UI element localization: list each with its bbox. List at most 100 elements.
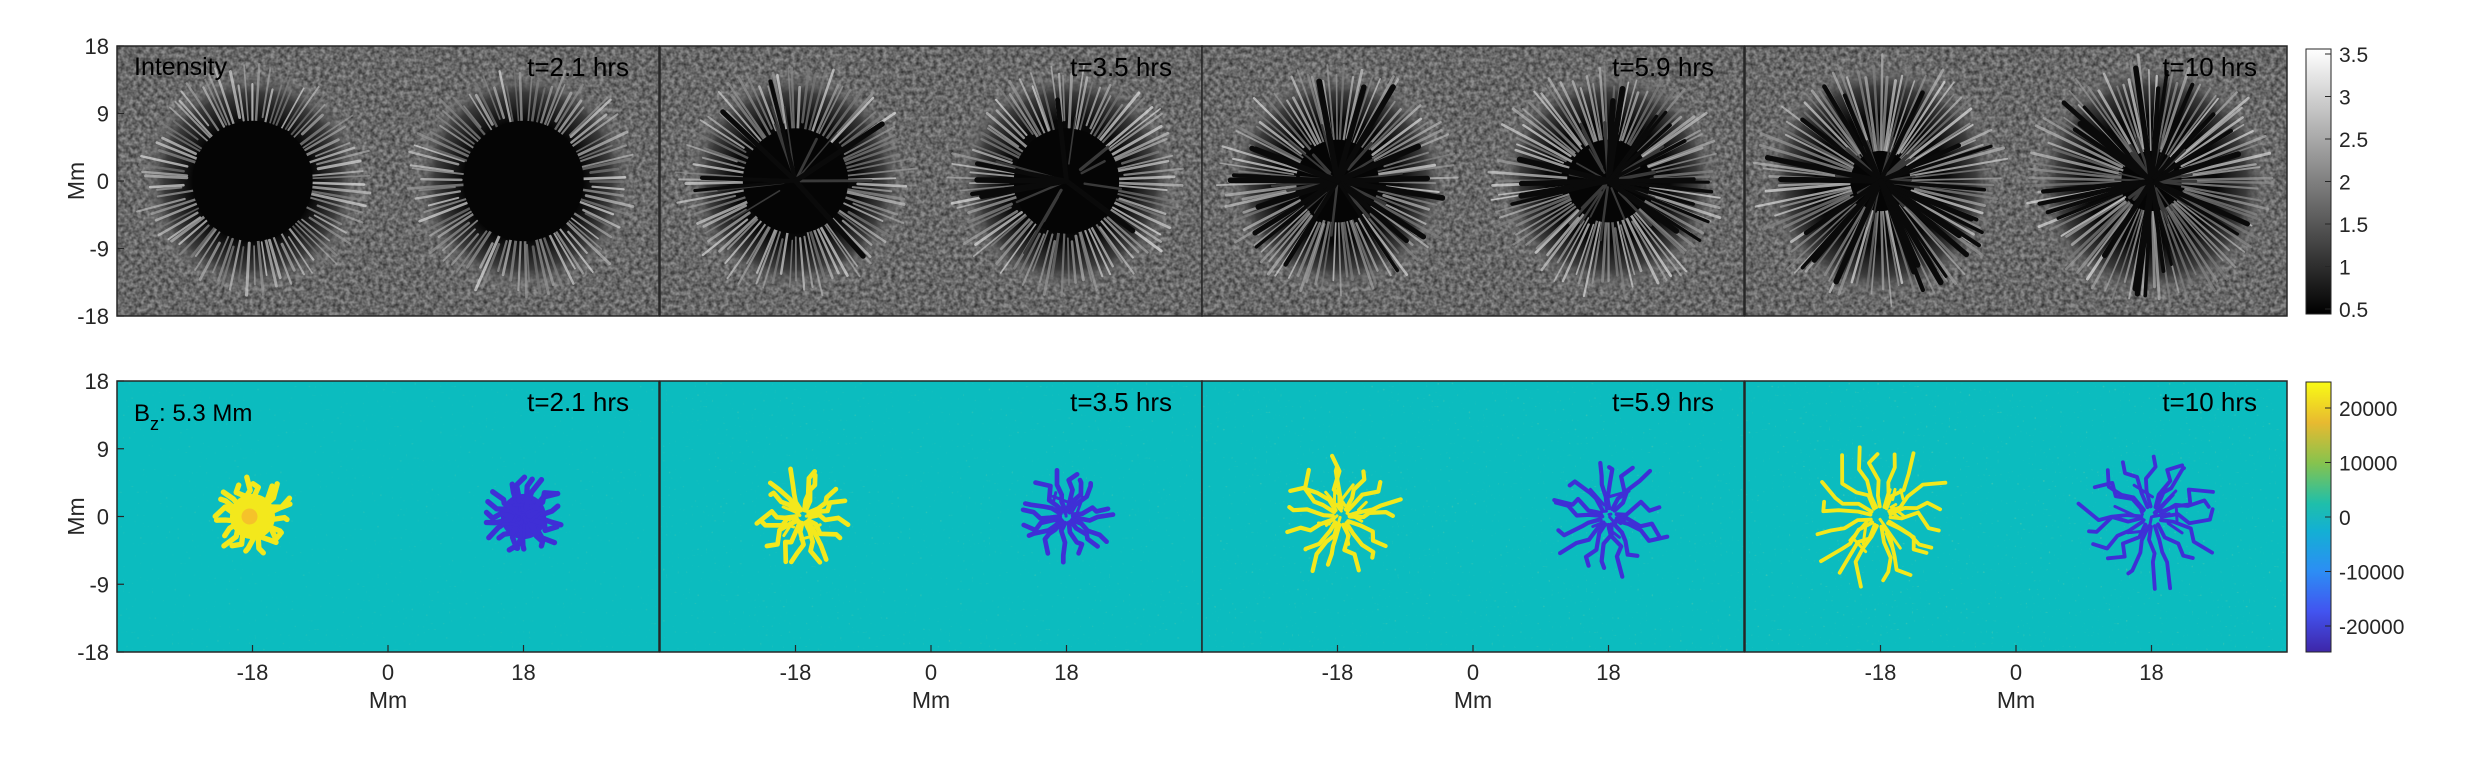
flux-link <box>257 506 267 512</box>
flux-link <box>1851 536 1868 554</box>
flux-branch <box>2159 498 2211 516</box>
x-tick-label: 18 <box>2139 660 2163 685</box>
flux-branch <box>1344 521 1376 560</box>
flux-branch <box>2156 522 2195 560</box>
intensity-colorbar-tick-label: 0.5 <box>2339 299 2368 322</box>
flux-branch <box>1614 516 1662 539</box>
bz-noise <box>117 381 659 652</box>
intensity-colorbar-tick-label: 3 <box>2339 87 2351 110</box>
flux-branch <box>1033 480 1065 514</box>
x-tick-label: -18 <box>237 660 269 685</box>
y-tick-label: -9 <box>89 572 109 597</box>
intensity-y-axis: 18 9 0 -9 -18 Mm <box>63 34 124 329</box>
flux-branch <box>525 490 561 516</box>
flux-branch <box>1022 501 1063 516</box>
flux-link <box>2148 515 2153 528</box>
intensity-colorbar-tick-label: 1 <box>2339 257 2351 280</box>
y-tick-label: -18 <box>77 304 109 329</box>
flux-link <box>782 519 795 538</box>
flux-branch <box>1614 499 1662 517</box>
sunspot-positive <box>1215 63 1459 297</box>
flux-branch <box>1066 520 1085 556</box>
umbra <box>192 120 313 242</box>
sunspot-positive <box>136 63 372 297</box>
flux-link <box>1899 488 1905 501</box>
flux-branch <box>803 520 823 565</box>
flux-link <box>522 515 528 525</box>
flux-branch <box>2143 454 2158 509</box>
flux-branch <box>1558 520 1605 556</box>
flux-link <box>511 514 518 524</box>
flux-branch <box>1886 521 1929 555</box>
panel-frame <box>1201 45 1745 317</box>
flux-branch <box>1066 477 1084 513</box>
bz-panel-4: t=10 hrs <box>1744 380 2288 653</box>
flux-branch <box>1866 452 1882 509</box>
flux-branch <box>524 518 546 549</box>
y-tick-label: 0 <box>97 169 109 194</box>
bz-negative-spot <box>2076 454 2215 591</box>
flux-link <box>512 503 524 507</box>
flux-link <box>246 497 257 506</box>
flux-link <box>1357 500 1368 512</box>
time-label: t=10 hrs <box>2162 387 2257 417</box>
flux-branch <box>2159 518 2215 555</box>
flux-link <box>1607 527 1621 539</box>
bz-positive-spot <box>212 474 293 556</box>
flux-link <box>785 515 791 522</box>
flux-link <box>799 535 811 541</box>
flux-branch <box>1288 485 1337 515</box>
flux-link <box>1063 505 1071 515</box>
flux-link <box>1612 517 1628 525</box>
intensity-colorbar-tick-label: 2 <box>2339 172 2351 195</box>
bz-negative-spot <box>483 474 564 553</box>
flux-branch <box>1346 519 1388 549</box>
bz-panel-label: Bz: 5.3 Mm <box>134 400 252 434</box>
bz-positive-spot <box>754 466 851 565</box>
y-axis-label: Mm <box>63 162 89 200</box>
flux-branch <box>2105 522 2148 561</box>
flux-branch <box>1310 522 1340 574</box>
bz-positive-spot <box>1285 453 1403 574</box>
flux-branch <box>1070 517 1109 545</box>
flux-branch <box>490 489 522 516</box>
flux-branch <box>2120 460 2150 510</box>
bz-panel-3: t=5.9 hrs <box>1201 380 1745 653</box>
flux-branch <box>1879 524 1893 583</box>
flux-link <box>1889 503 1898 509</box>
flux-branch <box>1611 521 1640 558</box>
flux-link <box>1055 522 1063 531</box>
flux-link <box>1075 495 1085 516</box>
bz-colorbar: 20000 10000 0 -10000 -20000 <box>2305 381 2404 653</box>
flux-branch <box>233 482 253 515</box>
flux-branch <box>1815 517 1873 537</box>
x-tick-label: 18 <box>511 660 535 685</box>
intensity-panel-2: t=3.5 hrs <box>659 45 1203 317</box>
umbra <box>463 120 584 242</box>
flux-link <box>2113 504 2146 522</box>
time-label: t=3.5 hrs <box>1070 387 1172 417</box>
bz-colorbar-tick-label: -10000 <box>2339 562 2404 585</box>
spot-peak <box>241 508 258 525</box>
flux-link <box>1067 510 1071 515</box>
flux-link <box>813 523 822 529</box>
flux-link <box>2174 507 2179 523</box>
flux-branch <box>1021 516 1063 533</box>
flux-branch <box>2147 524 2157 591</box>
flux-branch <box>1068 519 1100 549</box>
bz-noise <box>1745 381 2287 652</box>
sunspot-positive <box>1752 53 2009 307</box>
flux-branch <box>221 518 252 549</box>
x-tick-label: -18 <box>1322 660 1354 685</box>
flux-branch <box>1884 451 1916 511</box>
flux-branch <box>2152 524 2173 591</box>
bz-label-rest: : 5.3 Mm <box>159 400 252 427</box>
time-label: t=5.9 hrs <box>1612 52 1714 82</box>
flux-branch <box>1613 518 1670 543</box>
x-axis-label: Mm <box>912 687 950 713</box>
flux-branch <box>1054 467 1068 513</box>
flux-branch <box>1605 465 1615 511</box>
x-axis-label: Mm <box>1454 687 1492 713</box>
x-tick-label: 18 <box>1054 660 1078 685</box>
flux-branch <box>1302 467 1338 513</box>
